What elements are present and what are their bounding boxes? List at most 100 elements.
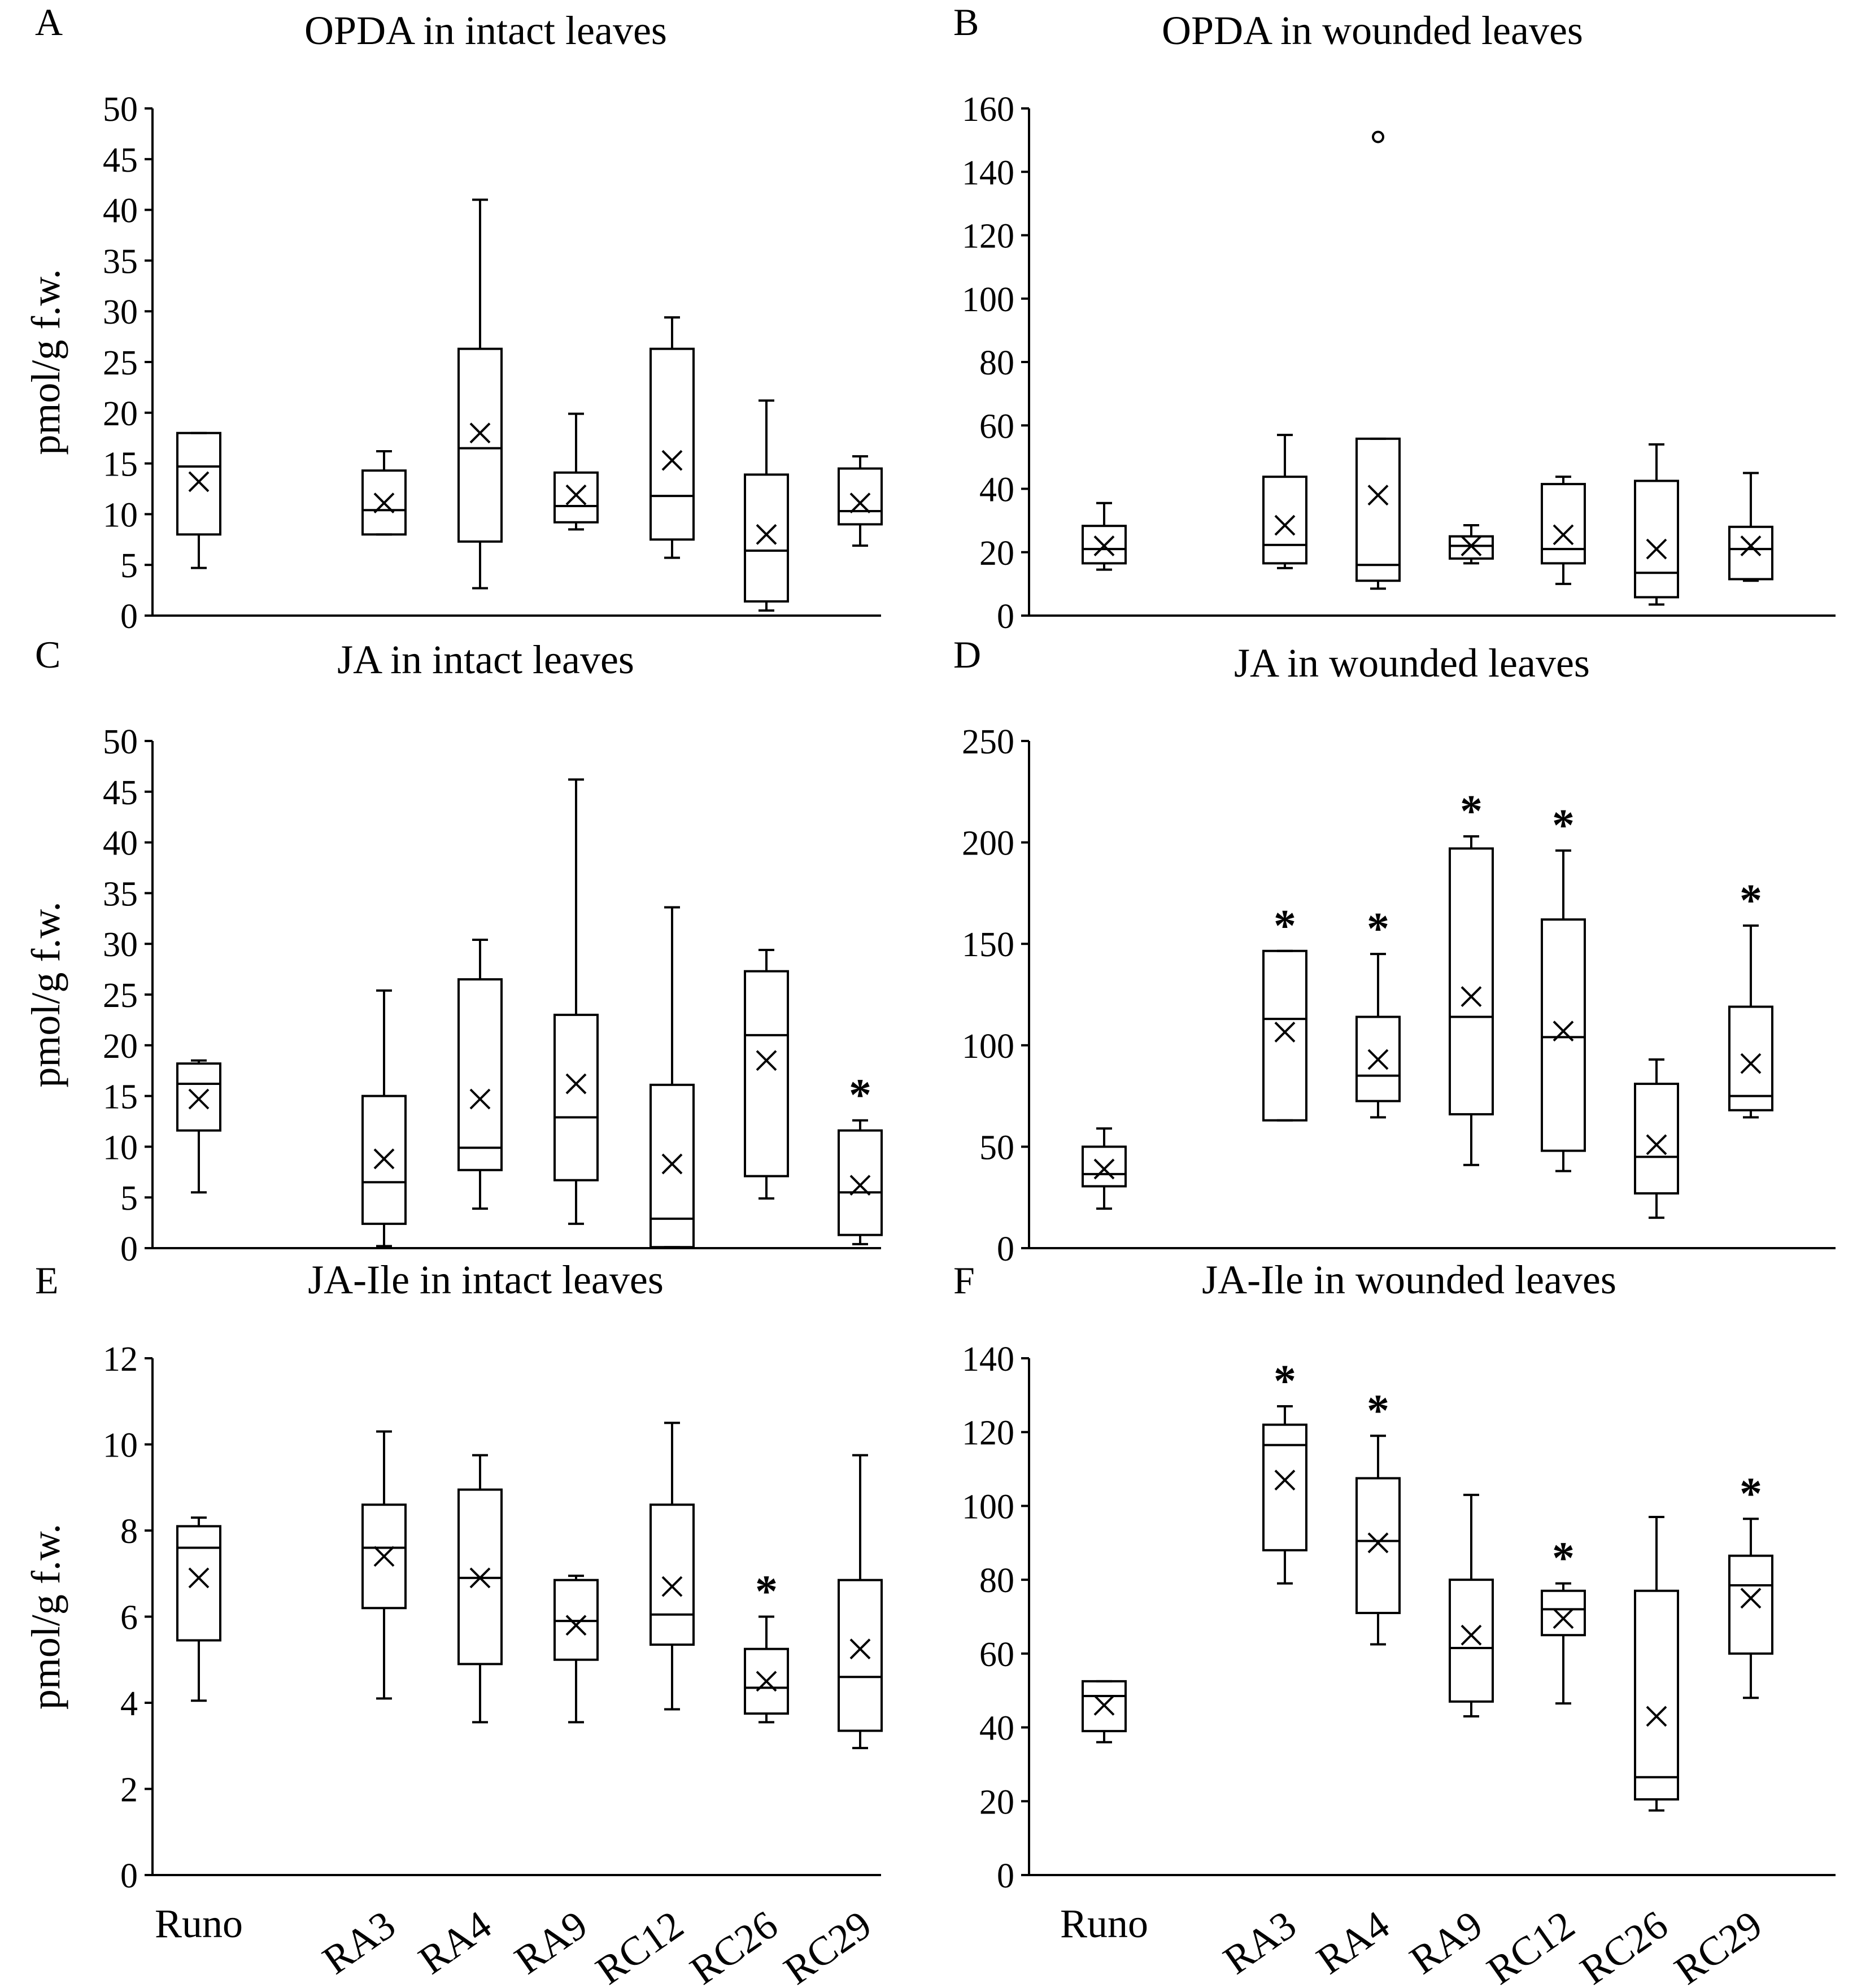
box-iqr [1728, 525, 1773, 581]
box-iqr [838, 467, 883, 526]
mean-marker [1093, 1158, 1115, 1180]
box-ra4 [1355, 437, 1401, 590]
mean-marker-stroke [1740, 1588, 1762, 1609]
box-iqr [1262, 476, 1307, 565]
mean-marker-stroke [849, 1175, 871, 1196]
y-tick-label: 100 [962, 1027, 1014, 1066]
box-rc29: * [1728, 1469, 1773, 1699]
box-iqr [649, 1503, 695, 1646]
box-ra4 [457, 198, 503, 590]
mean-marker-stroke [1646, 538, 1667, 560]
panel-title: JA in wounded leaves [1234, 640, 1590, 686]
mean-marker-stroke [1093, 1158, 1115, 1180]
significance-marker: * [1274, 1357, 1296, 1406]
mean-marker-stroke [756, 524, 777, 545]
mean-marker [1093, 535, 1115, 556]
box-iqr [1541, 1589, 1586, 1637]
mean-marker-stroke [188, 471, 210, 492]
box-rc29: * [1728, 876, 1773, 1119]
y-tick-label: 10 [103, 1128, 138, 1167]
y-tick-label: 15 [103, 446, 138, 484]
y-tick-label: 5 [120, 547, 138, 585]
panel-c: C JA in intact leaves 0 5 10 15 20 25 30 35 40 45 50… [23, 633, 883, 1268]
box-rc26 [744, 948, 789, 1200]
mean-marker [1646, 1706, 1667, 1727]
x-tick-label: RC26 [1572, 1902, 1676, 1988]
mean-marker-stroke [469, 1567, 491, 1589]
box-iqr [649, 347, 695, 541]
y-tick-label: 0 [120, 598, 138, 636]
y-tick-label: 160 [962, 90, 1014, 129]
y-tick-label: 80 [979, 1562, 1014, 1600]
x-tick-label: RC26 [682, 1902, 786, 1988]
mean-marker [1367, 1532, 1389, 1554]
box-iqr [553, 1013, 599, 1182]
y-tick-label: 40 [103, 825, 138, 863]
box-iqr [744, 970, 789, 1178]
panel-a: A OPDA in intact leaves 0 5 10 15 20 25 30 35 40 45… [23, 1, 883, 636]
y-tick-label: 30 [103, 293, 138, 332]
box-iqr [176, 431, 221, 536]
y-tick-label: 6 [120, 1599, 138, 1637]
mean-marker-stroke [188, 1088, 210, 1110]
mean-marker-stroke [1367, 485, 1389, 506]
box-ra3 [361, 989, 407, 1248]
mean-marker-stroke [661, 1153, 683, 1175]
y-axis-label: pmol/g f.w. [23, 269, 68, 455]
mean-marker [469, 1567, 491, 1589]
y-tick-label: 35 [103, 875, 138, 913]
mean-marker-stroke [1646, 1706, 1667, 1727]
y-tick-label: 4 [120, 1685, 138, 1723]
y-axis-label: pmol/g f.w. [23, 1524, 68, 1710]
box-iqr [649, 1083, 695, 1249]
mean-marker [1553, 1021, 1574, 1042]
box-ra4 [457, 939, 503, 1210]
box-ra9 [1449, 1493, 1494, 1717]
box-rc12: * [1541, 801, 1586, 1172]
box-iqr [1355, 1015, 1401, 1102]
mean-marker-stroke [849, 492, 871, 514]
y-tick-label: 50 [103, 723, 138, 761]
y-tick-label: 60 [979, 1636, 1014, 1674]
y-tick-label: 200 [962, 825, 1014, 863]
y-tick-label: 60 [979, 407, 1014, 446]
mean-marker [1461, 1624, 1482, 1646]
mean-marker-stroke [1646, 1134, 1667, 1156]
mean-marker [1553, 1608, 1574, 1629]
panel-letter: A [35, 1, 63, 43]
y-tick-label: 250 [962, 723, 1014, 761]
panel-d: D JA in wounded leaves 0 50 100 150 200 250 * * * *… [953, 633, 1836, 1268]
box-runo [1082, 1127, 1127, 1210]
x-tick-label: RA3 [315, 1902, 403, 1983]
y-axis-label: pmol/g f.w. [23, 901, 68, 1087]
mean-marker [661, 1576, 683, 1597]
box-rc29 [838, 455, 883, 547]
box-ra9 [553, 1575, 599, 1724]
box-iqr [457, 347, 503, 543]
panel-title: OPDA in intact leaves [304, 8, 667, 53]
panel-letter: D [953, 633, 981, 676]
box-ra9 [1449, 524, 1494, 565]
box-rc29 [838, 1454, 883, 1750]
y-tick-label: 120 [962, 217, 1014, 256]
y-tick-label: 140 [962, 1340, 1014, 1379]
panel-letter: C [35, 633, 60, 676]
mean-marker [1274, 515, 1296, 536]
box-iqr [744, 1647, 789, 1715]
y-tick-label: 50 [979, 1128, 1014, 1167]
box-iqr [1355, 437, 1401, 582]
y-tick-label: 45 [103, 774, 138, 812]
mean-marker [661, 450, 683, 471]
box-iqr [361, 1503, 407, 1610]
panels: A OPDA in intact leaves051015202530354045… [23, 1, 1836, 1988]
y-tick-label: 40 [103, 192, 138, 230]
mean-marker-stroke [565, 1073, 587, 1095]
box-iqr [1728, 1005, 1773, 1111]
box-ra4: * [1355, 904, 1401, 1119]
box-rc12 [649, 316, 695, 559]
box-ra4: * [1355, 1386, 1401, 1646]
panel-title: JA-Ile in wounded leaves [1202, 1257, 1616, 1302]
panel-f: F JA-Ile in wounded leaves 0 20 40 60 80 100 120… [953, 1257, 1836, 1988]
box-runo [176, 1516, 221, 1702]
x-tick-label: RC29 [776, 1902, 880, 1988]
